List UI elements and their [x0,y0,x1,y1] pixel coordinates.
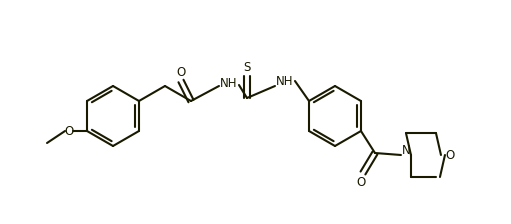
Text: O: O [176,65,185,78]
Text: S: S [243,60,251,73]
Text: O: O [446,149,455,162]
Text: N: N [402,144,410,157]
Text: NH: NH [276,75,294,88]
Text: O: O [64,125,74,138]
Text: O: O [356,175,365,189]
Text: NH: NH [220,77,238,90]
